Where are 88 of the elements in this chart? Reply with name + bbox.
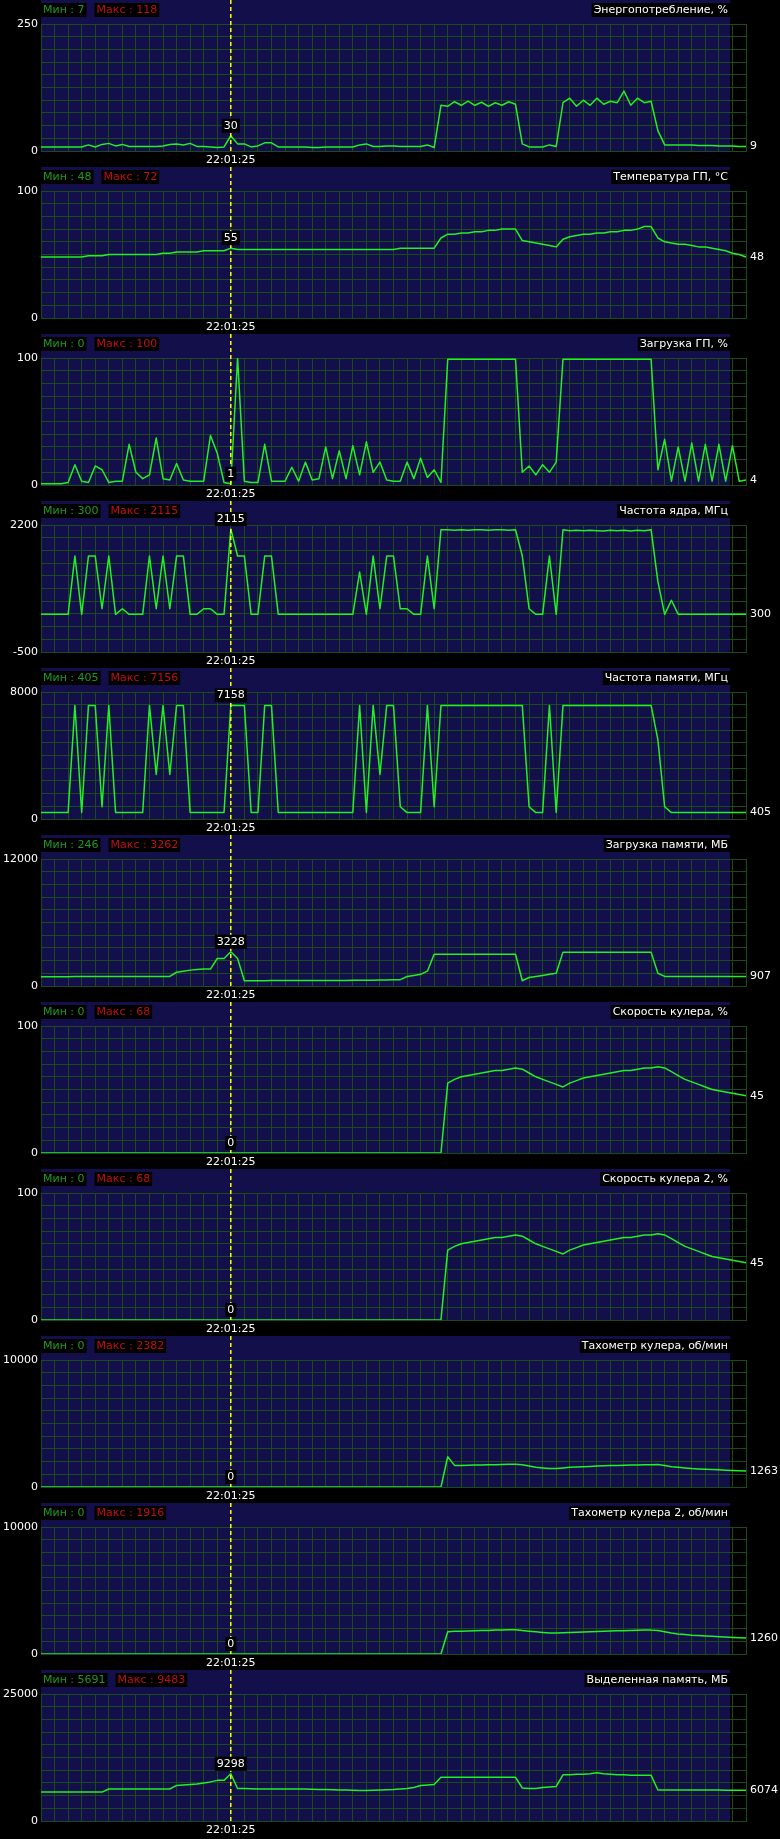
text: Мин : 7 (43, 2, 85, 16)
y-tick-label: 100 (17, 350, 38, 364)
text: Мин : 5691 (43, 1672, 106, 1686)
annotation: 2115 (216, 511, 245, 525)
y-tick-label: 12000 (3, 851, 38, 865)
text: Макс : 100 (96, 336, 158, 350)
text: 300 (750, 607, 771, 621)
y-tick-label: 0 (31, 978, 38, 992)
text: 22:01:25 (206, 1822, 256, 1836)
y-tick-label: 100 (17, 1185, 38, 1199)
y-tick-label: 8000 (10, 684, 38, 698)
chart-title: Загрузка памяти, МБ (605, 837, 728, 851)
text: 1260 (750, 1630, 778, 1644)
y-tick-label: 25000 (3, 1686, 38, 1700)
text: 22:01:25 (206, 1655, 256, 1669)
y-tick-label: 100 (17, 1018, 38, 1032)
annotation: 0 (227, 1469, 235, 1483)
y-tick-label: 0 (31, 1646, 38, 1660)
y-tick-label: 0 (31, 1479, 38, 1493)
text: 22:01:25 (206, 152, 256, 166)
text: 22:01:25 (206, 1488, 256, 1502)
chart-title: Загрузка ГП, % (639, 336, 729, 350)
text: Мин : 246 (43, 837, 99, 851)
annotation: 9298 (216, 1756, 245, 1770)
annotation: 1 (227, 466, 235, 480)
text: Макс : 1916 (96, 1505, 165, 1519)
y-tick-label: 100 (17, 183, 38, 197)
y-tick-label: 0 (31, 1813, 38, 1827)
text: Макс : 9483 (117, 1672, 186, 1686)
chart-title: Частота ядра, МГц (619, 503, 729, 517)
chart-title: Выделенная память, МБ (586, 1672, 729, 1686)
text: Мин : 48 (43, 169, 92, 183)
text: 4 (750, 472, 757, 486)
y-tick-label: 10000 (3, 1352, 38, 1366)
y-tick-label: 0 (31, 1312, 38, 1326)
chart-title: Частота памяти, МГц (604, 670, 729, 684)
text: Мин : 300 (43, 503, 99, 517)
text: 1263 (750, 1463, 778, 1477)
text: 22:01:25 (206, 1321, 256, 1335)
text: Макс : 2382 (96, 1338, 165, 1352)
annotation: 3228 (216, 934, 245, 948)
text: 22:01:25 (206, 319, 256, 333)
text: 405 (750, 805, 771, 819)
text: Мин : 0 (43, 1004, 85, 1018)
text: Макс : 118 (96, 2, 158, 16)
text: 22:01:25 (206, 820, 256, 834)
text: 45 (750, 1088, 764, 1102)
text: Мин : 405 (43, 670, 99, 684)
text: Макс : 68 (96, 1004, 151, 1018)
annotation: 7158 (216, 688, 245, 702)
y-tick-label: -500 (13, 644, 38, 658)
text: Мин : 0 (43, 1338, 85, 1352)
text: 6074 (750, 1783, 778, 1796)
text: 45 (750, 1255, 764, 1269)
text: Мин : 0 (43, 336, 85, 350)
text: Мин : 0 (43, 1505, 85, 1519)
annotation: 0 (227, 1135, 235, 1149)
text: 22:01:25 (206, 653, 256, 667)
y-tick-label: 0 (31, 1145, 38, 1159)
text: Макс : 72 (103, 169, 158, 183)
chart-title: Энергопотребление, % (593, 2, 729, 16)
y-tick-label: 0 (31, 477, 38, 491)
text: 22:01:25 (206, 987, 256, 1001)
chart-title: Тахометр кулера, об/мин (580, 1338, 729, 1352)
annotation: 0 (227, 1302, 235, 1316)
text: Макс : 3262 (110, 837, 179, 851)
chart-title: Температура ГП, °C (612, 169, 729, 183)
text: Мин : 0 (43, 1171, 85, 1185)
text: 22:01:25 (206, 486, 256, 500)
text: 907 (750, 969, 771, 983)
text: Макс : 2115 (110, 503, 179, 517)
annotation: 0 (227, 1636, 235, 1650)
text: 48 (750, 249, 764, 263)
annotation: 30 (223, 118, 238, 132)
chart-title: Тахометр кулера 2, об/мин (570, 1505, 729, 1519)
y-tick-label: 0 (31, 310, 38, 324)
y-tick-label: 10000 (3, 1519, 38, 1533)
text: 9 (750, 139, 757, 153)
y-tick-label: 0 (31, 811, 38, 825)
y-tick-label: 2200 (10, 517, 38, 531)
annotation: 55 (223, 231, 238, 245)
text: Макс : 68 (96, 1171, 151, 1185)
y-tick-label: 0 (31, 143, 38, 157)
y-tick-label: 250 (17, 16, 38, 30)
chart-title: Скорость кулера 2, % (602, 1171, 729, 1185)
text: 22:01:25 (206, 1154, 256, 1168)
chart-title: Скорость кулера, % (612, 1004, 729, 1018)
text: Макс : 7156 (110, 670, 179, 684)
